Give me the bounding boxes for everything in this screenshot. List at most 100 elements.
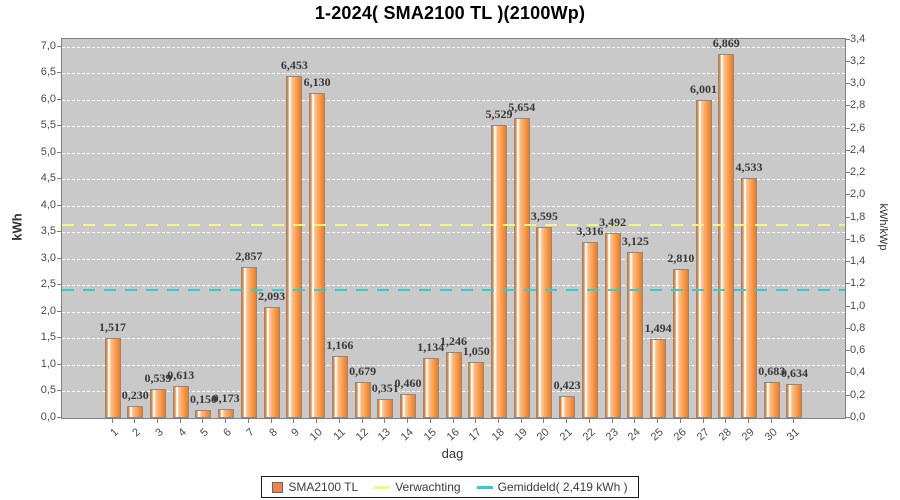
bar-value-label: 5,654 xyxy=(508,100,536,115)
left-axis-tick-mark xyxy=(57,72,61,74)
bar-day-11 xyxy=(331,356,348,418)
bar-value-label: 2,093 xyxy=(258,289,286,304)
left-axis-tick-label: 0,0 xyxy=(40,411,56,423)
bar-value-label: 6,001 xyxy=(690,81,718,96)
bar-value-label: 6,869 xyxy=(712,35,740,50)
gridline xyxy=(62,73,845,75)
right-axis-tick-label: 1,8 xyxy=(850,210,866,223)
chart-title: 1-2024( SMA2100 TL )(2100Wp) xyxy=(314,3,586,23)
x-axis-tick-label: 23 xyxy=(603,426,621,444)
bar-day-5 xyxy=(195,410,212,418)
legend-swatch-sma2100 xyxy=(272,481,284,493)
x-axis-tick-label: 15 xyxy=(421,426,439,444)
legend-label-gemiddeld: Gemiddeld( 2,419 kWh ) xyxy=(497,480,628,494)
right-axis-tick-mark xyxy=(846,172,850,174)
right-axis-tick-label: 1,2 xyxy=(850,277,866,290)
bar-value-label: 0,423 xyxy=(553,377,581,392)
left-axis-tick-label: 3,0 xyxy=(40,251,56,264)
x-axis-tick-label: 18 xyxy=(489,426,507,444)
bar-day-9 xyxy=(286,75,303,418)
right-axis-tick-mark xyxy=(846,105,850,107)
left-axis-tick-mark xyxy=(57,204,61,206)
bar-value-label: 3,595 xyxy=(530,209,558,224)
left-axis-tick-mark xyxy=(57,98,61,100)
bar-day-3 xyxy=(149,389,166,418)
bar-day-29 xyxy=(741,177,758,418)
x-axis-tick-label: 22 xyxy=(580,426,598,444)
bar-value-label: 0,679 xyxy=(349,364,377,379)
legend-label-verwachting: Verwachting xyxy=(395,480,461,494)
gridline xyxy=(62,99,845,101)
bar-day-23 xyxy=(604,232,621,418)
bar-day-31 xyxy=(786,384,803,418)
bar-value-label: 1,494 xyxy=(644,320,672,335)
x-axis-tick-mark xyxy=(679,419,681,423)
bar-day-28 xyxy=(718,53,735,418)
x-axis-tick-label: 14 xyxy=(398,426,416,444)
left-axis-tick-mark xyxy=(57,390,61,392)
left-axis-tick-label: 4,5 xyxy=(40,172,56,185)
bar-value-label: 3,125 xyxy=(621,234,649,249)
x-axis-tick-mark xyxy=(225,419,227,423)
x-axis-tick-label: 20 xyxy=(535,426,553,444)
right-axis-tick-mark xyxy=(846,261,850,263)
bar-value-label: 3,316 xyxy=(576,224,604,239)
gridline xyxy=(62,179,845,181)
x-axis-tick-label: 30 xyxy=(762,426,780,444)
bar-value-label: 0,173 xyxy=(212,390,240,405)
bar-day-4 xyxy=(172,385,189,418)
right-axis-tick-mark xyxy=(846,372,850,374)
bar-day-13 xyxy=(377,399,394,418)
bar-day-26 xyxy=(672,269,689,418)
bar-value-label: 0,683 xyxy=(758,363,786,378)
x-axis-tick-mark xyxy=(475,419,477,423)
bar-day-22 xyxy=(581,242,598,418)
x-axis-tick-label: 29 xyxy=(739,426,757,444)
bar-value-label: 2,857 xyxy=(235,248,263,263)
bar-day-15 xyxy=(422,357,439,418)
bar-day-6 xyxy=(218,408,235,418)
right-axis-tick-mark xyxy=(846,305,850,307)
bar-value-label: 1,246 xyxy=(440,333,467,348)
legend-swatch-gemiddeld-line xyxy=(476,485,493,489)
left-axis-tick-mark xyxy=(57,178,61,180)
bar-value-label: 6,453 xyxy=(280,57,308,72)
legend-swatch-verwachting-line xyxy=(374,485,391,489)
x-axis-tick-label: 9 xyxy=(289,426,303,440)
bar-value-label: 1,166 xyxy=(326,338,354,353)
x-axis-tick-mark xyxy=(111,419,113,423)
x-axis-tick-label: 25 xyxy=(648,426,666,444)
x-axis-tick-mark xyxy=(338,419,340,423)
left-axis-tick-label: 6,5 xyxy=(40,66,56,79)
left-axis-tick-mark xyxy=(57,417,61,418)
x-axis-tick-label: 27 xyxy=(694,426,712,444)
right-axis-tick-mark xyxy=(846,238,850,240)
gridline xyxy=(62,311,845,313)
left-axis-tick-mark xyxy=(57,231,61,233)
gridline xyxy=(62,285,845,287)
marker-line-verwachting xyxy=(62,224,845,227)
right-axis-tick-label: 3,2 xyxy=(850,54,866,67)
right-axis-tick-mark xyxy=(846,394,850,396)
left-axis-tick-label: 5,5 xyxy=(40,119,56,132)
gridline xyxy=(62,205,845,207)
legend-item-sma2100: SMA2100 TL xyxy=(272,480,358,494)
bar-day-17 xyxy=(468,362,485,418)
x-axis-tick-mark xyxy=(429,419,431,423)
x-axis-tick-label: 6 xyxy=(221,426,234,440)
x-axis-tick-label: 3 xyxy=(153,426,166,440)
bar-day-21 xyxy=(559,395,576,418)
left-axis-tick-label: 7,0 xyxy=(40,39,56,52)
left-axis-tick-mark xyxy=(57,257,61,259)
x-axis-tick-mark xyxy=(520,419,522,423)
bar-value-label: 0,539 xyxy=(144,371,172,386)
bar-day-16 xyxy=(445,351,462,418)
left-axis-tick-label: 2,0 xyxy=(40,304,56,317)
right-axis-tick-label: 2,8 xyxy=(850,99,866,112)
left-axis-tick-label: 4,0 xyxy=(40,198,56,211)
legend-label-sma2100: SMA2100 TL xyxy=(288,480,359,494)
gridline xyxy=(62,258,845,260)
x-axis-tick-mark xyxy=(748,419,750,423)
gridline xyxy=(62,126,845,128)
